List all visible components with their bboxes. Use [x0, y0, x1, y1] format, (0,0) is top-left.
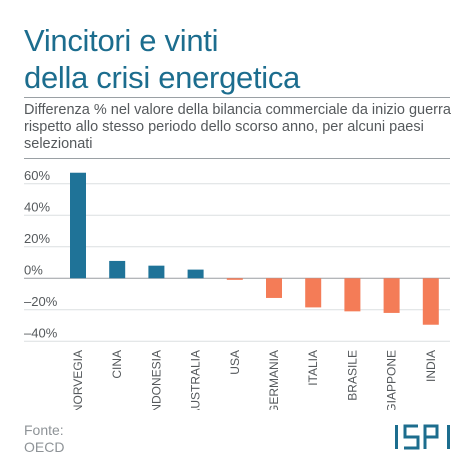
y-tick-label: 60% [24, 168, 50, 183]
x-tick-label: NORVEGIA [71, 350, 85, 410]
y-tick-label: –20% [24, 294, 58, 309]
chart-title-line-2: della crisi energetica [24, 60, 300, 95]
x-tick-label: INDONESIA [149, 350, 163, 410]
bar-chart: 60% 40% 20% 0% –20% –40% NORVEGIA CINA INDONESIA… [24, 168, 450, 410]
title-divider [24, 97, 450, 98]
y-tick-label: –40% [24, 325, 58, 340]
source-note: Fonte: OECD [24, 422, 64, 456]
source-value: OECD [24, 439, 65, 455]
bar [148, 265, 165, 279]
bar [344, 278, 361, 312]
bar [422, 278, 439, 325]
ispi-logo [395, 424, 450, 450]
x-tick-label: CINA [110, 350, 124, 379]
x-tick-label: GIAPPONE [385, 350, 399, 410]
bar [187, 269, 204, 279]
chart-subtitle: Differenza % nel valore della bilancia c… [24, 102, 451, 152]
x-tick-label: AUSTRALIA [189, 350, 203, 410]
chart-title: Vincitori e vinti della crisi energetica [24, 22, 464, 96]
x-tick-label: BRASILE [345, 350, 359, 401]
bar [226, 278, 243, 280]
source-label: Fonte: [24, 422, 64, 438]
x-tick-label: USA [228, 350, 242, 375]
bar [305, 278, 322, 308]
bar [109, 260, 126, 279]
bar [70, 172, 86, 279]
x-tick-label: ITALIA [306, 350, 320, 386]
y-tick-label: 40% [24, 199, 50, 214]
y-tick-label: 20% [24, 231, 50, 246]
chart-title-line-1: Vincitori e vinti [24, 23, 219, 58]
subtitle-divider [24, 158, 450, 159]
y-tick-label: 0% [24, 262, 43, 277]
bar [383, 278, 400, 313]
bar [266, 278, 282, 298]
x-tick-label: GERMANIA [267, 350, 281, 410]
x-tick-label: INDIA [424, 350, 438, 382]
